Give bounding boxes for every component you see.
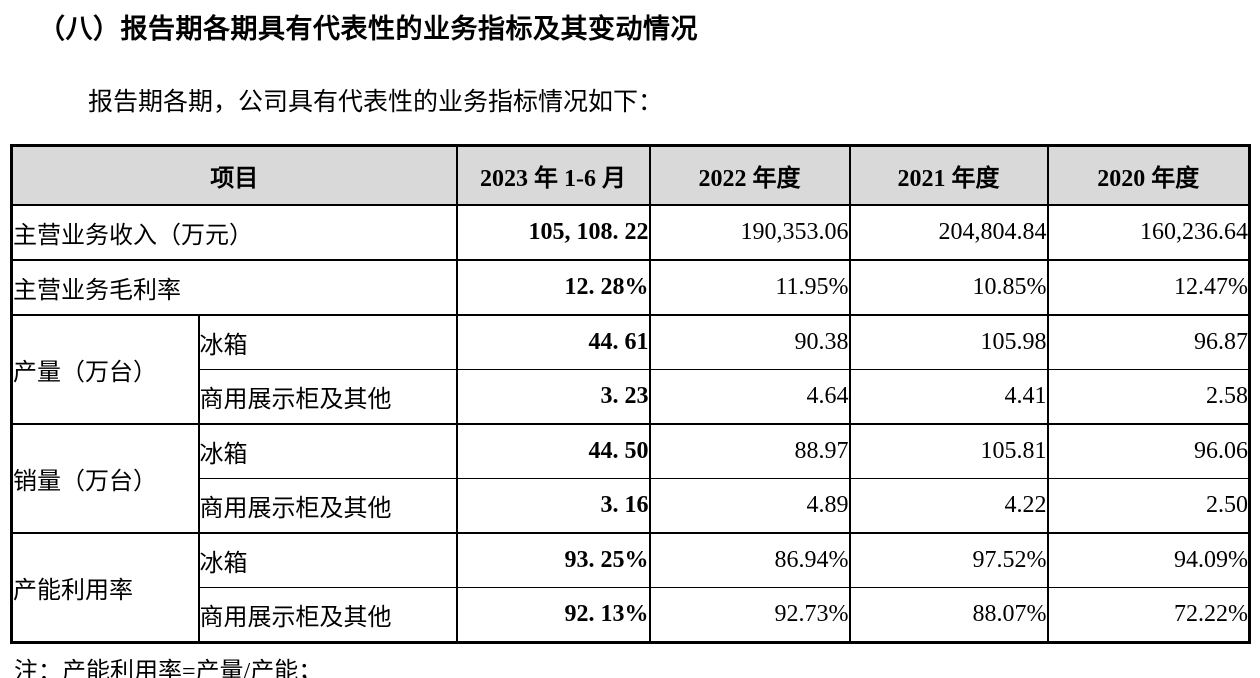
row-label: 主营业务毛利率 [10,259,458,316]
sub-label: 商用展示柜及其他 [197,369,458,425]
table-row-capacity-showcase: 商用展示柜及其他 92. 13% 92.73% 88.07% 72.22% [12,587,1251,644]
value-cell: 105.98 [848,314,1049,370]
section-title: （八）报告期各期具有代表性的业务指标及其变动情况 [38,14,698,44]
table-row-sales-fridge: 销量（万台） 冰箱 44. 50 88.97 105.81 96.06 [10,423,1251,534]
table-row-production-fridge: 产量（万台） 冰箱 44. 61 90.38 105.98 96.87 [10,314,1251,425]
table-row-capacity-fridge: 产能利用率 冰箱 93. 25% 86.94% 97.52% 94.09% [10,532,1251,643]
value-cell: 92.73% [648,587,851,644]
value-cell: 11.95% [648,259,851,316]
value-cell: 96.06 [1046,423,1251,479]
column-header-2022: 2022 年度 [648,144,851,206]
value-cell: 204,804.84 [848,204,1049,261]
sub-label: 商用展示柜及其他 [197,587,458,644]
value-cell: 105, 108. 22 [455,204,651,261]
sub-label: 冰箱 [197,314,458,370]
value-cell: 4.22 [848,478,1049,534]
value-cell: 4.89 [648,478,851,534]
value-cell: 12.47% [1046,259,1251,316]
table-header-row: 项目 2023 年 1-6 月 2022 年度 2021 年度 2020 年度 [10,144,1251,206]
value-cell: 72.22% [1046,587,1251,644]
value-cell: 86.94% [648,532,851,588]
value-cell: 90.38 [648,314,851,370]
table-row-gross-margin: 主营业务毛利率 12. 28% 11.95% 10.85% 12.47% [10,259,1251,316]
value-cell: 94.09% [1046,532,1251,588]
group-label-capacity-utilization: 产能利用率 [10,532,200,643]
value-cell: 93. 25% [455,532,651,588]
value-cell: 4.64 [648,369,851,425]
table-row-sales-showcase: 商用展示柜及其他 3. 16 4.89 4.22 2.50 [12,478,1251,534]
column-header-2020: 2020 年度 [1046,144,1251,206]
row-label: 主营业务收入（万元） [10,204,458,261]
sub-label: 冰箱 [197,532,458,588]
group-label-production: 产量（万台） [10,314,200,425]
column-header-2023h1: 2023 年 1-6 月 [455,144,651,206]
value-cell: 190,353.06 [648,204,851,261]
value-cell: 96.87 [1046,314,1251,370]
table-row-main-revenue: 主营业务收入（万元） 105, 108. 22 190,353.06 204,8… [10,204,1251,261]
value-cell: 105.81 [848,423,1049,479]
value-cell: 160,236.64 [1046,204,1251,261]
sub-label: 冰箱 [197,423,458,479]
value-cell: 97.52% [848,532,1049,588]
column-header-item: 项目 [10,144,458,206]
value-cell: 2.50 [1046,478,1251,534]
value-cell: 4.41 [848,369,1049,425]
value-cell: 88.07% [848,587,1049,644]
value-cell: 3. 23 [455,369,651,425]
note-text: 注：产能利用率=产量/产能； [14,659,323,678]
sub-label: 商用展示柜及其他 [197,478,458,534]
intro-paragraph: 报告期各期，公司具有代表性的业务指标情况如下： [88,89,664,116]
value-cell: 10.85% [848,259,1049,316]
value-cell: 12. 28% [455,259,651,316]
value-cell: 3. 16 [455,478,651,534]
value-cell: 44. 50 [455,423,651,479]
value-cell: 92. 13% [455,587,651,644]
table-row-production-showcase: 商用展示柜及其他 3. 23 4.64 4.41 2.58 [12,369,1251,425]
business-indicators-table: 项目 2023 年 1-6 月 2022 年度 2021 年度 2020 年度 … [10,144,1251,644]
value-cell: 44. 61 [455,314,651,370]
group-label-sales: 销量（万台） [10,423,200,534]
column-header-2021: 2021 年度 [848,144,1049,206]
value-cell: 88.97 [648,423,851,479]
value-cell: 2.58 [1046,369,1251,425]
